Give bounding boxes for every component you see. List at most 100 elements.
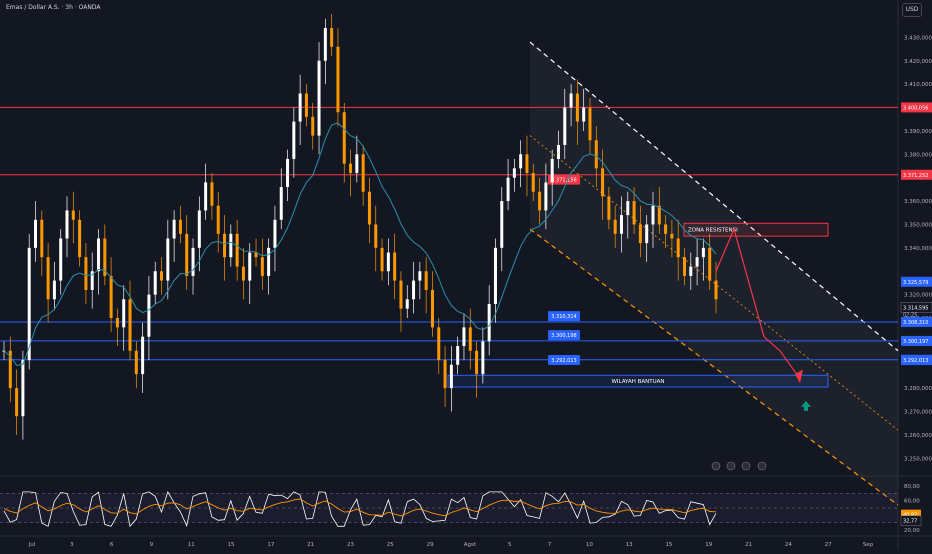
- candle-body: [286, 158, 290, 188]
- price-axis-tag: [901, 102, 932, 113]
- candle-body: [701, 247, 705, 258]
- price-tick-label: 3.380,000: [904, 152, 932, 158]
- time-tick-label: 13: [626, 542, 633, 548]
- candle-body: [714, 280, 718, 300]
- time-tick-label: 5: [508, 542, 512, 548]
- candle-body: [601, 168, 605, 197]
- candle-body: [682, 257, 686, 276]
- price-axis-tag: [901, 335, 932, 346]
- candle-body: [147, 294, 151, 337]
- candle-body: [412, 280, 416, 300]
- price-axis-tag-label: 3.314,595: [903, 305, 928, 311]
- line-tag-label: 3.292,013: [551, 358, 576, 364]
- candle-body: [493, 247, 497, 304]
- candle-body: [449, 364, 453, 389]
- candle-body: [361, 154, 365, 192]
- rsi-line: [3, 490, 717, 528]
- candle-body: [582, 107, 586, 122]
- time-tick-label: 21: [745, 542, 752, 548]
- candle-body: [393, 252, 397, 281]
- candle-body: [298, 93, 302, 122]
- candle-body: [254, 252, 258, 258]
- channel-mid-line: [529, 135, 899, 431]
- time-tick-label: 19: [705, 542, 712, 548]
- candle-body: [695, 257, 699, 267]
- rsi-signal-line: [3, 498, 717, 517]
- price-tick-label: 3.420,000: [904, 59, 932, 65]
- candle-body: [97, 238, 101, 272]
- rsi-axis-tag-label: 32,77: [903, 519, 917, 525]
- time-tick-label: 15: [665, 542, 672, 548]
- candle-body: [575, 93, 579, 122]
- price-axis-tag: [901, 169, 932, 180]
- candle-body: [481, 341, 485, 375]
- time-tick-label: 7: [548, 542, 552, 548]
- price-tick-label: 3.320,000: [904, 293, 932, 299]
- candle-body: [304, 93, 308, 117]
- price-axis-tag: [901, 276, 932, 287]
- candle-body: [632, 201, 636, 225]
- price-tick-label: 3.260,000: [904, 433, 932, 439]
- candle-body: [645, 224, 649, 244]
- flag-icon: [726, 461, 736, 471]
- zone-label: ZONA RESISTENSI: [688, 228, 738, 234]
- price-axis-tag-label: 3.300,197: [903, 339, 928, 345]
- candle-body: [424, 271, 428, 290]
- candle-body: [46, 257, 50, 300]
- candle-body: [317, 60, 321, 136]
- candle-body: [506, 177, 510, 202]
- candle-body: [708, 247, 712, 281]
- time-tick-label: 9: [150, 542, 154, 548]
- candle-body: [443, 360, 447, 389]
- candle-body: [204, 182, 208, 211]
- time-tick-label: 17: [267, 542, 274, 548]
- flag-icon: [757, 461, 767, 471]
- currency-button[interactable]: USD: [902, 3, 922, 17]
- candle-body: [330, 28, 334, 47]
- candle-body: [153, 271, 157, 295]
- candle-body: [689, 266, 693, 276]
- time-tick-label: 15: [228, 542, 235, 548]
- time-tick-label: Sep: [863, 542, 874, 548]
- candle-body: [27, 247, 31, 361]
- price-axis-tag-label: 3.325,579: [903, 280, 928, 286]
- chart-title: Emas / Dollar A.S. · 3h · OANDA: [6, 4, 101, 11]
- projection-arrowhead: [795, 369, 803, 384]
- time-tick-label: 6: [110, 542, 114, 548]
- rsi-tick-label: 60,00: [904, 499, 920, 505]
- flag-icon: [741, 461, 751, 471]
- candle-body: [487, 303, 491, 342]
- candle-body: [512, 168, 516, 178]
- moving-average-line: [3, 122, 717, 366]
- candle-body: [178, 219, 182, 234]
- line-tag-label: 3.371,156: [551, 178, 576, 184]
- candle-body: [544, 182, 548, 211]
- candle-body: [657, 205, 661, 225]
- candle-body: [418, 271, 422, 281]
- candle-body: [651, 205, 655, 225]
- candle-body: [160, 271, 164, 281]
- candle-body: [260, 257, 264, 276]
- candle-body: [430, 289, 434, 328]
- time-tick-label: 23: [347, 542, 354, 548]
- time-tick-label: Jul: [28, 542, 36, 548]
- candle-body: [78, 219, 82, 258]
- price-axis-tag-label: 3.400,056: [903, 105, 928, 111]
- price-axis-tag-label: 3.371,252: [903, 173, 928, 179]
- candle-body: [71, 210, 75, 220]
- candle-body: [273, 219, 277, 248]
- candle-body: [500, 201, 504, 248]
- candle-body: [670, 233, 674, 239]
- candle-body: [475, 350, 479, 375]
- candle-body: [594, 140, 598, 169]
- candle-body: [342, 112, 346, 164]
- candle-body: [607, 196, 611, 220]
- candle-body: [664, 224, 668, 234]
- rsi-tick-label: 80,00: [904, 484, 920, 490]
- price-tick-label: 3.340,000: [904, 246, 932, 252]
- time-tick-label: 24: [785, 542, 792, 548]
- candle-body: [90, 271, 94, 290]
- candle-body: [279, 187, 283, 220]
- candle-body: [248, 252, 252, 281]
